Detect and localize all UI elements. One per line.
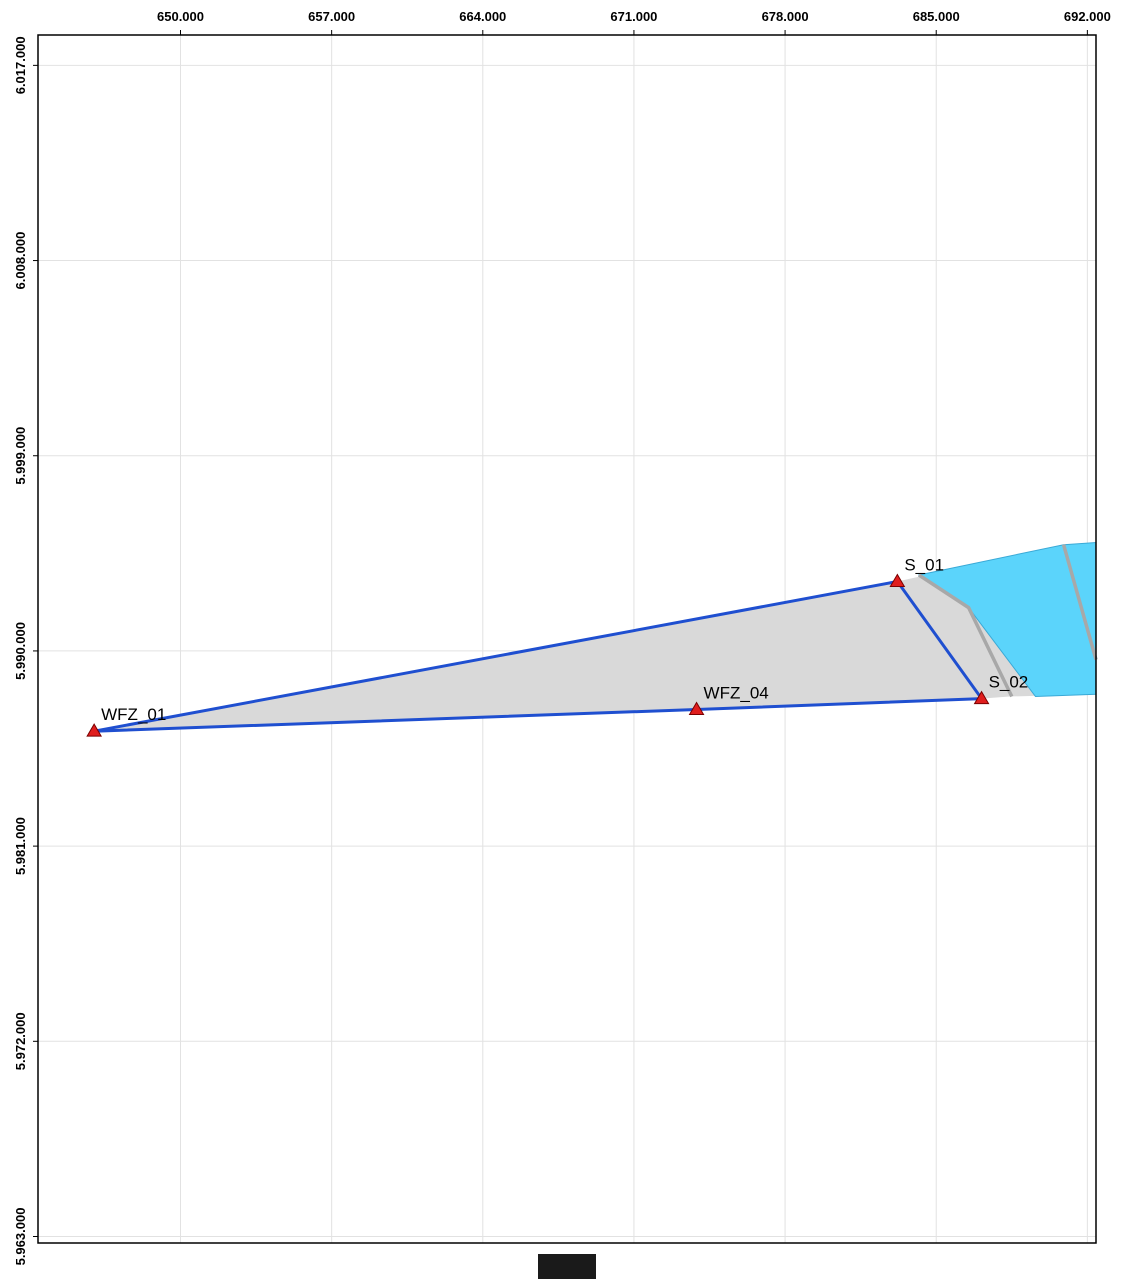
- station-s-02[interactable]: S_02: [973, 673, 1029, 705]
- zone-divider-line: [917, 573, 1014, 698]
- station-marker-icon[interactable]: [688, 701, 705, 715]
- zone-divider-line: [1061, 544, 1098, 661]
- station-s-01[interactable]: S_01: [889, 556, 944, 588]
- gray-zone-polygon: [94, 542, 1097, 732]
- scale-bar-block: [538, 1254, 596, 1279]
- x-tick-label: 657.000: [308, 9, 355, 24]
- x-tick-label: 664.000: [459, 9, 506, 24]
- y-tick-label: 5.981.000: [13, 817, 28, 875]
- station-label: WFZ_01: [101, 705, 166, 724]
- x-tick-label: 650.000: [157, 9, 204, 24]
- station-marker-icon[interactable]: [889, 573, 906, 588]
- y-tick-label: 6.008.000: [13, 232, 28, 290]
- y-tick-label: 6.017.000: [13, 36, 28, 94]
- y-tick-label: 5.990.000: [13, 622, 28, 680]
- station-marker-icon[interactable]: [86, 723, 103, 737]
- x-axis-ticks: 650.000 657.000 664.000 671.000 678.000 685.0…: [157, 9, 1111, 35]
- y-tick-label: 5.963.000: [13, 1208, 28, 1266]
- x-tick-label: 692.000: [1064, 9, 1111, 24]
- map-frame: [37, 34, 1097, 1244]
- y-tick-label: 5.972.000: [13, 1012, 28, 1070]
- station-label: S_01: [904, 556, 944, 575]
- station-wfz-01[interactable]: WFZ_01: [86, 705, 166, 737]
- station-marker-icon[interactable]: [973, 690, 990, 705]
- x-tick-label: 678.000: [762, 9, 809, 24]
- station-wfz-04[interactable]: WFZ_04: [688, 683, 769, 715]
- y-tick-label: 5.999.000: [13, 427, 28, 485]
- x-tick-label: 671.000: [610, 9, 657, 24]
- y-axis-ticks: 6.017.000 6.008.000 5.999.000 5.990.000 5.98…: [13, 36, 38, 1265]
- zone-polygons: [94, 541, 1098, 732]
- station-label: WFZ_04: [704, 683, 769, 702]
- x-tick-label: 685.000: [913, 9, 960, 24]
- stations-layer[interactable]: WFZ_01 WFZ_04 S_01 S_02: [86, 556, 1029, 737]
- station-label: S_02: [989, 673, 1029, 692]
